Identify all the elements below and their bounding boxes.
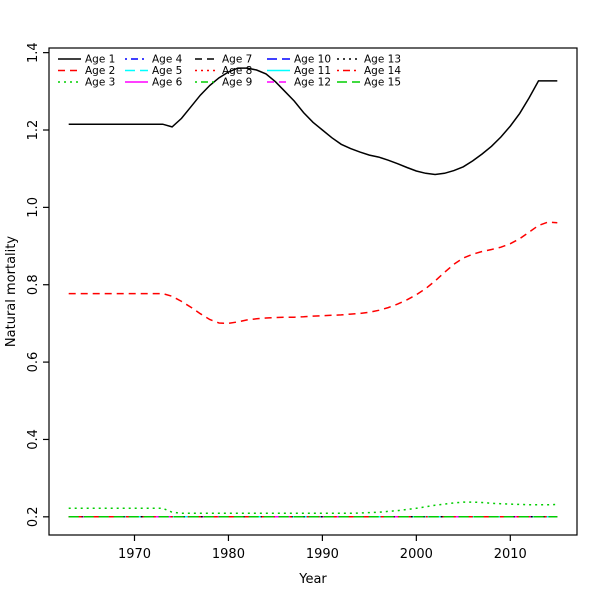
plot-box-rect [48, 47, 578, 536]
legend-item-label: Age 10 [294, 54, 331, 66]
y-tick-label: 0.4 [26, 429, 41, 450]
y-axis-title: Natural mortality [4, 236, 19, 347]
y-tick-label: 1.4 [26, 42, 41, 63]
legend-item-age-9: Age 9 [195, 77, 252, 89]
x-axis-title: Year [298, 572, 327, 587]
legend-item-label: Age 12 [294, 77, 331, 89]
legend-item-age-14: Age 14 [337, 65, 401, 77]
legend-item-age-10: Age 10 [267, 54, 331, 66]
legend-item-age-7: Age 7 [195, 54, 252, 66]
series-lines [68, 67, 558, 518]
legend-item-label: Age 9 [222, 77, 252, 89]
legend-item-label: Age 7 [222, 54, 252, 66]
legend-item-label: Age 1 [85, 54, 115, 66]
y-tick-label: 1.2 [26, 120, 41, 141]
y-tick-label: 0.2 [26, 506, 41, 527]
legend-item-age-12: Age 12 [267, 77, 331, 89]
series-line-age-2 [68, 221, 558, 325]
x-tick-label: 1990 [306, 547, 339, 562]
legend-item-age-13: Age 13 [337, 54, 401, 66]
plot-box [48, 47, 578, 536]
legend-item-label: Age 5 [152, 65, 182, 77]
legend-item-age-2: Age 2 [58, 65, 115, 77]
x-tick-label: 2000 [400, 547, 433, 562]
y-axis: 0.2 0.4 0.6 0.8 1.0 1.2 1.4 [26, 42, 49, 527]
legend-item-age-8: Age 8 [195, 65, 252, 77]
legend-item-age-3: Age 3 [58, 77, 115, 89]
legend-item-age-11: Age 11 [267, 65, 331, 77]
x-tick-label: 1980 [212, 547, 245, 562]
y-tick-label: 0.8 [26, 274, 41, 295]
series-line-age-1 [68, 67, 558, 176]
legend-item-age-5: Age 5 [125, 65, 182, 77]
legend-item-age-4: Age 4 [125, 54, 183, 66]
legend-item-label: Age 13 [364, 54, 401, 66]
legend-item-label: Age 8 [222, 65, 252, 77]
legend-item-label: Age 2 [85, 65, 115, 77]
x-tick-label: 1970 [118, 547, 151, 562]
legend-item-label: Age 3 [85, 77, 115, 89]
series-line-age-3 [68, 501, 558, 515]
legend-item-age-1: Age 1 [58, 54, 115, 66]
legend-item-label: Age 14 [364, 65, 401, 77]
legend-item-age-15: Age 15 [337, 77, 401, 89]
legend-item-label: Age 4 [152, 54, 183, 66]
legend-item-age-6: Age 6 [125, 77, 183, 89]
x-axis: 1970 1980 1990 2000 2010 [118, 535, 527, 562]
x-tick-label: 2010 [494, 547, 527, 562]
legend-item-label: Age 15 [364, 77, 401, 89]
legend-item-label: Age 6 [152, 77, 183, 89]
legend-item-label: Age 11 [294, 65, 331, 77]
y-tick-label: 0.6 [26, 352, 41, 373]
y-tick-label: 1.0 [26, 197, 41, 218]
